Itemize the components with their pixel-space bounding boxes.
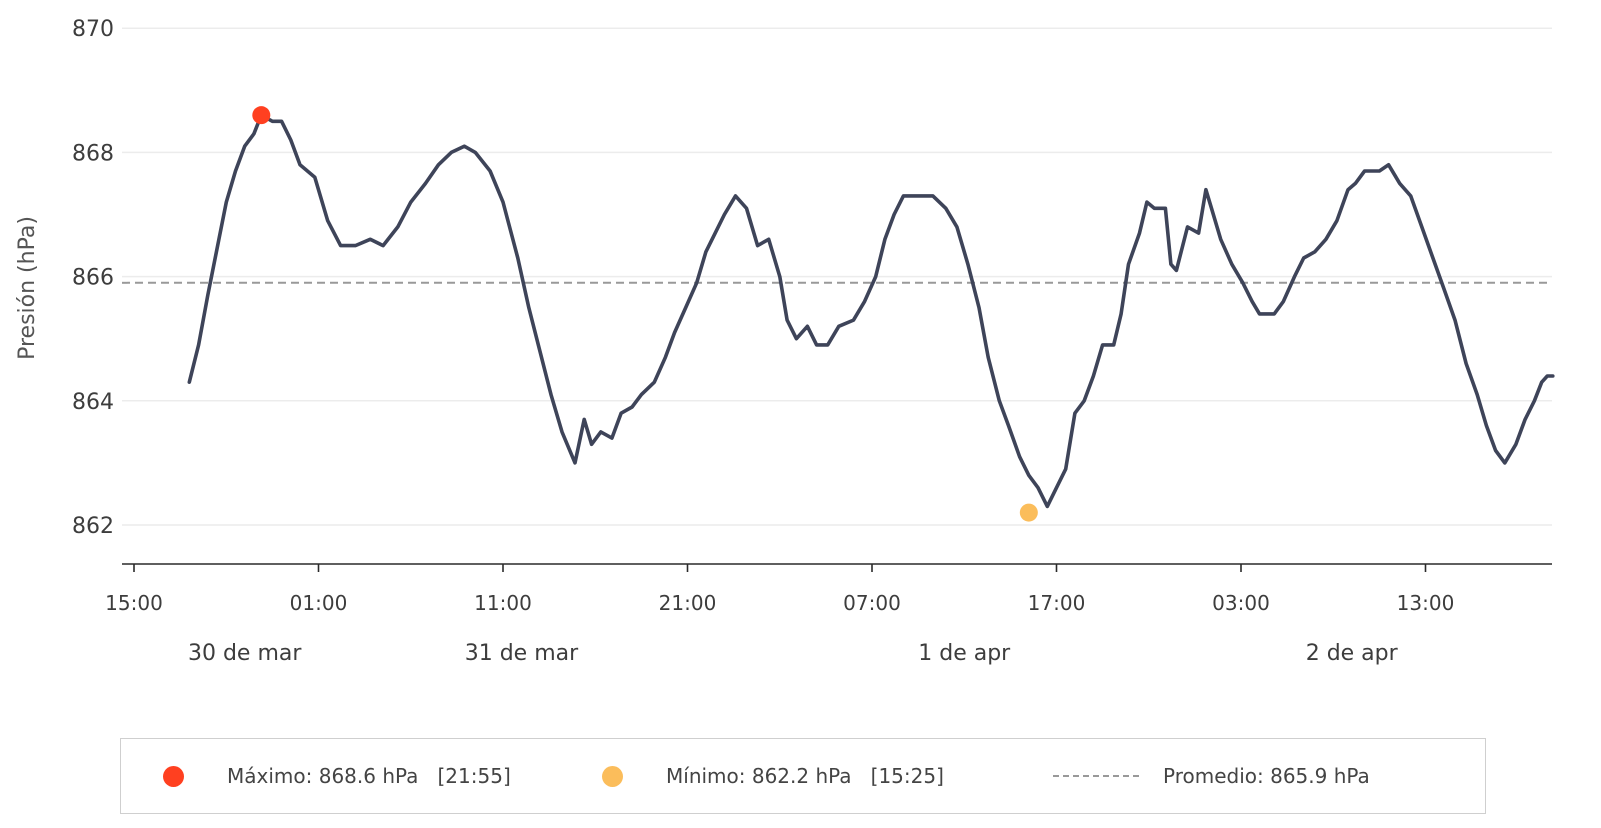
x-tick-label: 01:00 <box>290 591 348 615</box>
y-axis-label: Presión (hPa) <box>15 216 40 360</box>
series-line <box>187 113 1555 509</box>
legend-max: Máximo: 868.6 hPa [21:55] <box>163 739 511 813</box>
day-label: 31 de mar <box>465 641 579 666</box>
legend-max-text: Máximo: 868.6 hPa [21:55] <box>227 764 511 788</box>
x-tick-label: 15:00 <box>105 591 163 615</box>
x-tick-label: 13:00 <box>1397 591 1455 615</box>
legend-mean-text: Promedio: 865.9 hPa <box>1163 764 1370 788</box>
grid-lines <box>122 27 1552 526</box>
y-tick-label: 866 <box>72 266 114 291</box>
legend-mean: Promedio: 865.9 hPa <box>1053 739 1370 813</box>
x-tick-label: 03:00 <box>1212 591 1270 615</box>
min-marker <box>1019 503 1038 522</box>
dashed-line-icon <box>1053 775 1139 777</box>
x-tick-label: 17:00 <box>1028 591 1086 615</box>
y-tick-labels: 862 864 866 868 870 <box>72 17 114 539</box>
day-labels: 30 de mar 31 de mar 1 de apr 2 de apr <box>188 641 1399 666</box>
legend: Máximo: 868.6 hPa [21:55] Mínimo: 862.2 … <box>120 738 1486 814</box>
pressure-chart: 862 864 866 868 870 15:00 01:00 11:00 21:00 07:0… <box>15 17 1555 666</box>
legend-min: Mínimo: 862.2 hPa [15:25] <box>602 739 944 813</box>
x-axis: 15:00 01:00 11:00 21:00 07:00 17:00 03:00 13:00 <box>105 563 1552 615</box>
day-label: 2 de apr <box>1306 641 1399 666</box>
min-marker-icon <box>602 765 623 787</box>
x-tick-label: 11:00 <box>474 591 532 615</box>
max-marker <box>252 106 271 125</box>
max-marker-icon <box>163 765 184 787</box>
series-group <box>187 113 1555 509</box>
y-tick-label: 868 <box>72 141 114 166</box>
day-label: 30 de mar <box>188 641 302 666</box>
x-tick-label: 07:00 <box>843 591 901 615</box>
y-tick-label: 862 <box>72 514 114 539</box>
x-tick-label: 21:00 <box>659 591 717 615</box>
y-tick-label: 870 <box>72 17 114 42</box>
day-label: 1 de apr <box>918 641 1011 666</box>
legend-min-text: Mínimo: 862.2 hPa [15:25] <box>666 764 944 788</box>
y-tick-label: 864 <box>72 390 114 415</box>
marker-group <box>252 106 1038 522</box>
